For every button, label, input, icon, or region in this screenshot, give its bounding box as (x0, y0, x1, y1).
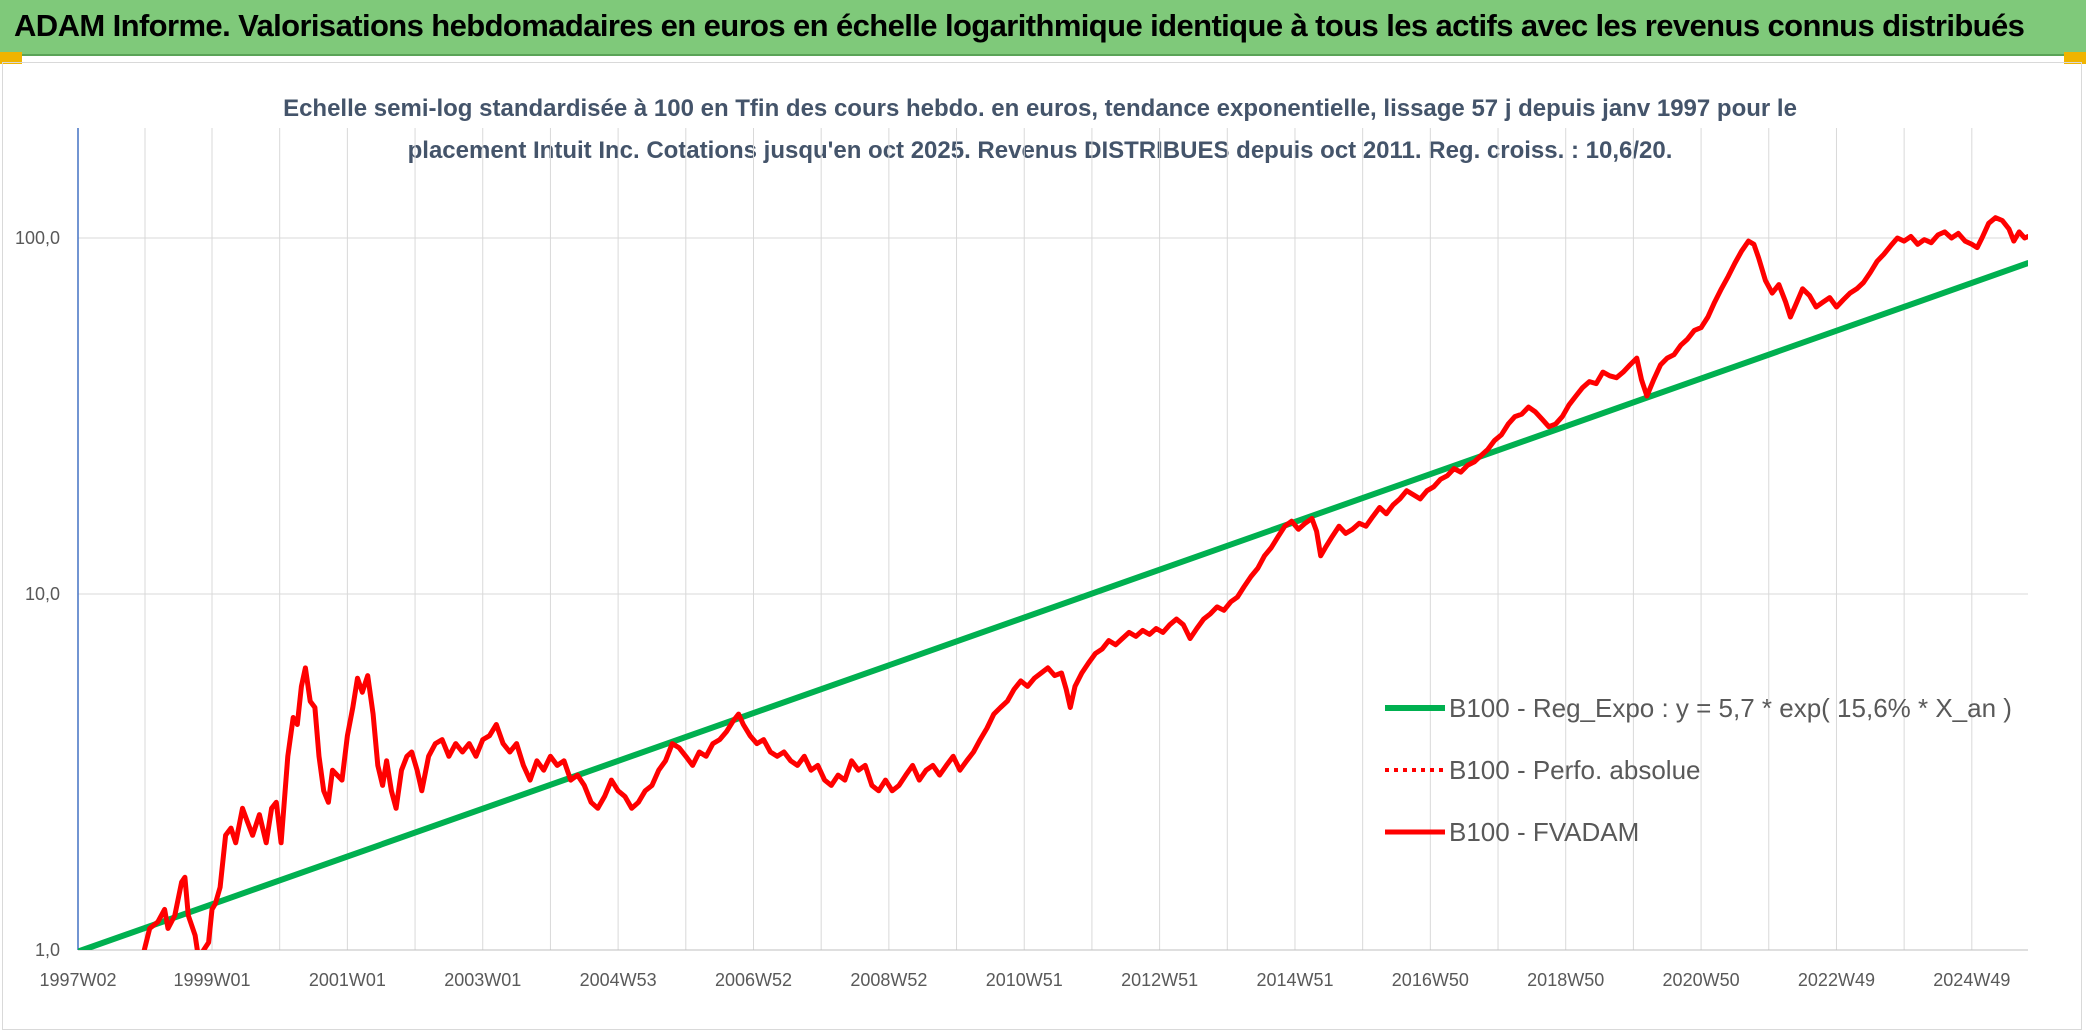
y-tick-label: 1,0 (35, 940, 60, 960)
y-tick-labels: 1,0 10,0 100,0 (15, 228, 60, 960)
legend-label: B100 - FVADAM (1449, 817, 1639, 847)
x-tick-label: 2018W50 (1527, 970, 1604, 990)
legend: B100 - Reg_Expo : y = 5,7 * exp( 15,6% *… (1385, 693, 2012, 847)
series-line-regression (78, 260, 2028, 950)
x-tick-label: 2014W51 (1256, 970, 1333, 990)
x-tick-label: 2012W51 (1121, 970, 1198, 990)
y-tick-label: 100,0 (15, 228, 60, 248)
x-tick-labels: 1997W02 1999W01 2001W01 2003W01 2004W53 2006W… (39, 970, 2010, 990)
x-tick-label: 2020W50 (1663, 970, 1740, 990)
header-banner: ADAM Informe. Valorisations hebdomadaire… (0, 0, 2086, 56)
x-tick-label: 2003W01 (444, 970, 521, 990)
x-tick-label: 2022W49 (1798, 970, 1875, 990)
series-line-fvadam (141, 215, 2028, 950)
vertical-gridlines (77, 128, 1973, 950)
x-tick-label: 2004W53 (580, 970, 657, 990)
legend-label: B100 - Reg_Expo : y = 5,7 * exp( 15,6% *… (1449, 693, 2012, 723)
horizontal-gridlines (78, 237, 2028, 951)
x-tick-label: 2010W51 (986, 970, 1063, 990)
corner-marker-right (2064, 52, 2086, 64)
x-tick-label: 1997W02 (39, 970, 116, 990)
legend-label: B100 - Perfo. absolue (1449, 755, 1701, 785)
chart-frame (2, 62, 2082, 1030)
x-tick-label: 1999W01 (173, 970, 250, 990)
axes (77, 128, 2028, 951)
report-title: ADAM Informe. Valorisations hebdomadaire… (14, 8, 2025, 43)
x-tick-label: 2006W52 (715, 970, 792, 990)
x-tick-label: 2016W50 (1392, 970, 1469, 990)
x-tick-label: 2024W49 (1933, 970, 2010, 990)
series-layer (78, 215, 2028, 950)
y-tick-label: 10,0 (25, 584, 60, 604)
corner-marker-left (0, 52, 22, 64)
x-tick-label: 2001W01 (309, 970, 386, 990)
x-tick-label: 2008W52 (850, 970, 927, 990)
chart-title-line-1: Echelle semi-log standardisée à 100 en T… (283, 95, 1797, 122)
